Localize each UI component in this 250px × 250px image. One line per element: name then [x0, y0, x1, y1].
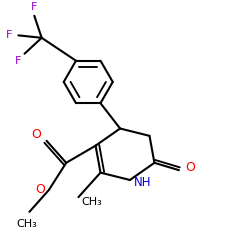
- Text: O: O: [35, 183, 45, 196]
- Text: NH: NH: [134, 176, 151, 189]
- Text: O: O: [31, 128, 41, 141]
- Text: F: F: [15, 56, 22, 66]
- Text: F: F: [31, 2, 38, 12]
- Text: F: F: [6, 30, 12, 40]
- Text: O: O: [185, 161, 195, 174]
- Text: CH₃: CH₃: [82, 197, 102, 207]
- Text: CH₃: CH₃: [16, 219, 37, 229]
